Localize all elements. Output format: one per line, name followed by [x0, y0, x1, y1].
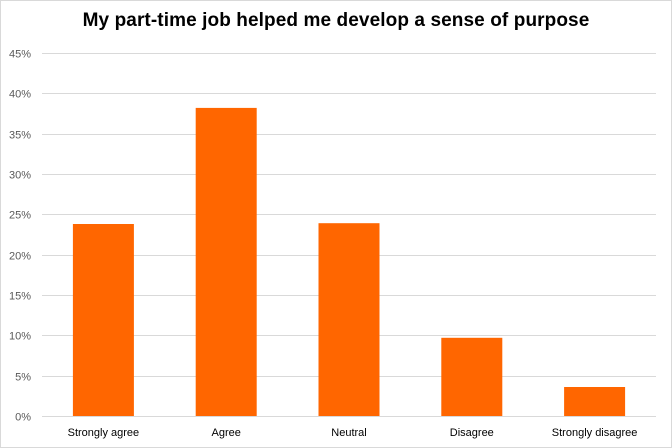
x-axis-category-labels: Strongly agree Agree Neutral Disagree Strong… — [68, 427, 638, 439]
bar-strongly-agree — [72, 224, 134, 416]
y-tick-label: 35% — [9, 130, 31, 142]
y-tick-label: 40% — [9, 89, 31, 101]
y-tick-label: 5% — [15, 372, 31, 384]
y-tick-label: 20% — [9, 251, 31, 263]
chart-title: My part-time job helped me develop a sen… — [82, 10, 590, 31]
x-category-label: Strongly agree — [68, 427, 140, 439]
y-tick-label: 45% — [9, 49, 31, 61]
y-tick-label: 10% — [9, 331, 31, 343]
y-tick-label: 15% — [9, 291, 31, 303]
bar-strongly-disagree — [564, 387, 626, 416]
bar-neutral — [318, 223, 380, 416]
y-tick-label: 30% — [9, 170, 31, 182]
y-axis-tick-labels: 0% 5% 10% 15% 20% 25% 30% 35% 40% 45% — [9, 49, 31, 424]
y-tick-label: 25% — [9, 210, 31, 222]
y-tick-label: 0% — [15, 412, 31, 424]
x-category-label: Agree — [212, 427, 241, 439]
bars — [72, 107, 626, 417]
x-category-label: Neutral — [331, 427, 366, 439]
bar-agree — [195, 107, 257, 417]
x-category-label: Strongly disagree — [552, 427, 638, 439]
x-category-label: Disagree — [450, 427, 494, 439]
bar-disagree — [441, 337, 503, 416]
